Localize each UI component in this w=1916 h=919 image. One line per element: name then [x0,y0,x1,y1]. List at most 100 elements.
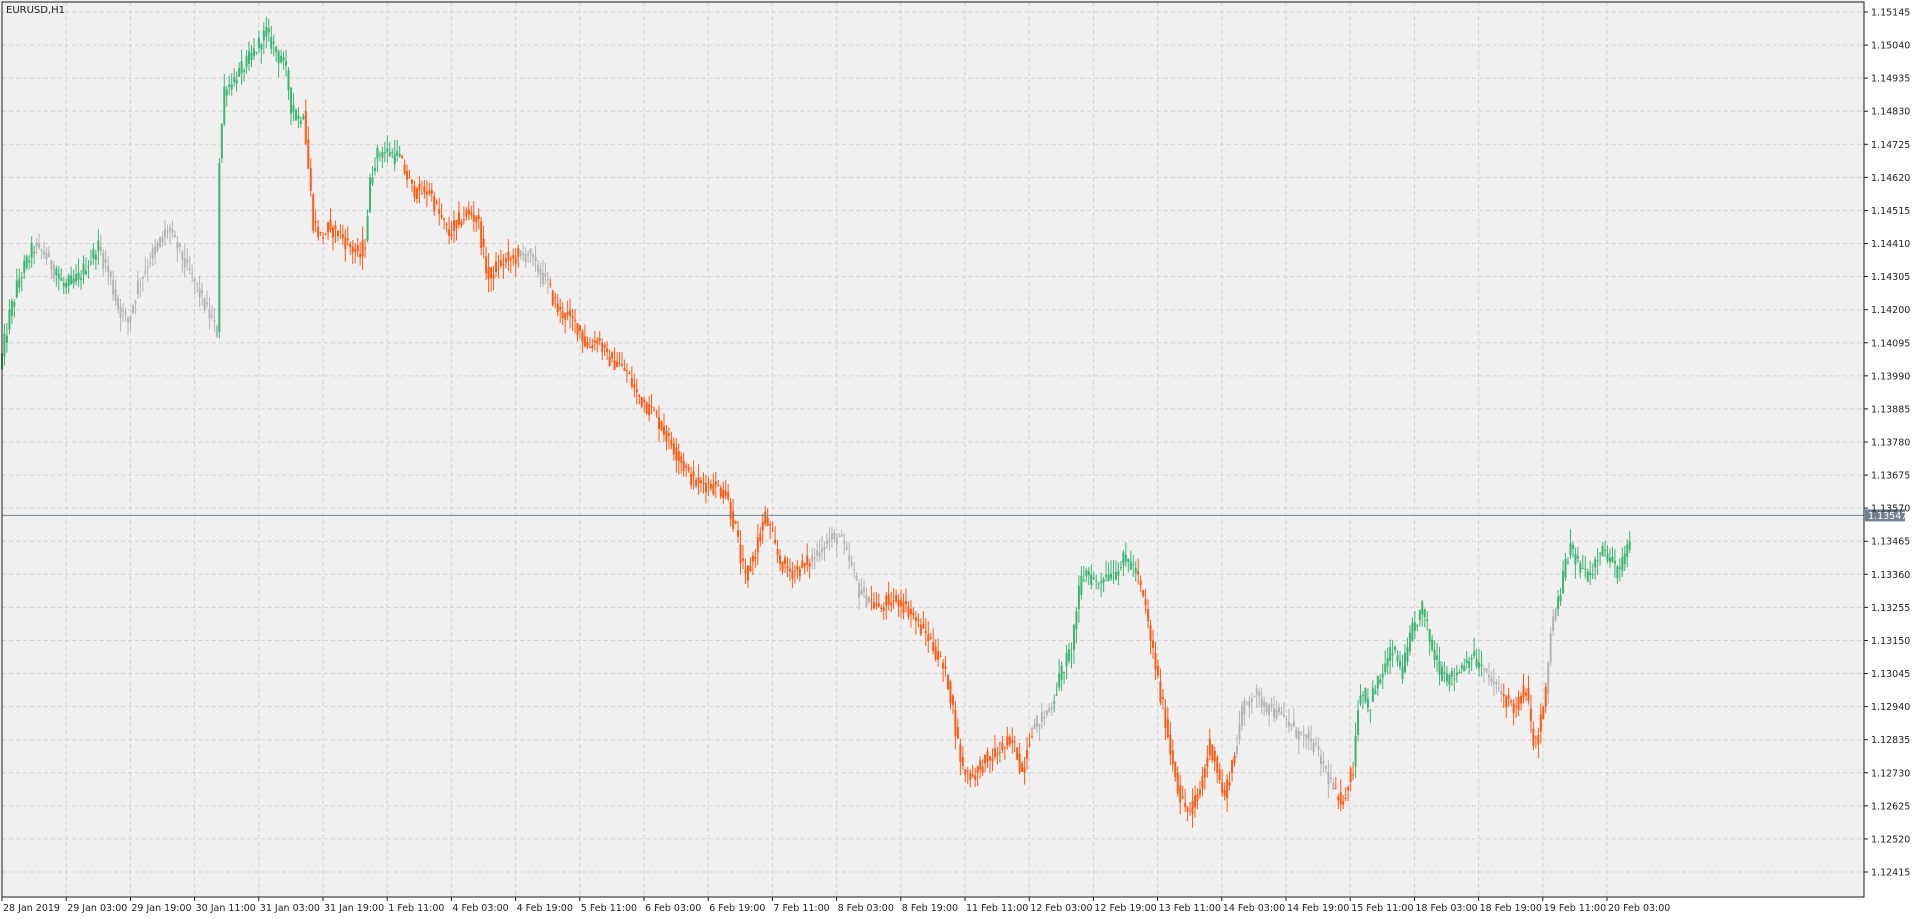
candle-body [1413,622,1416,632]
candle [981,759,984,777]
candle [1248,695,1251,718]
candle [1394,645,1397,654]
candle [927,621,930,653]
candle [1468,656,1471,675]
candle-body [1040,712,1043,722]
candle-body [1431,639,1434,651]
candle [1265,702,1268,716]
candle-body [1270,703,1273,707]
y-tick-label: 1.13990 [1871,371,1910,382]
candle-body [653,410,656,412]
candle-body [1129,561,1132,570]
x-tick-label: 5 Feb 11:00 [581,903,637,914]
candle [1426,611,1429,631]
candle [1517,690,1520,717]
candle [18,268,21,293]
candle-body [297,115,300,119]
x-tick-label: 7 Feb 11:00 [773,903,829,914]
candle [858,579,861,610]
candle [497,255,500,279]
candle [677,443,680,475]
candle [895,589,898,604]
candle-body [312,194,315,231]
candle [574,308,577,334]
candle [1529,695,1532,734]
candle [411,179,414,193]
candle [633,373,636,398]
candle [655,409,658,418]
candle-body [1416,625,1419,627]
candle-body [1601,545,1604,557]
candle-body [924,631,927,633]
candle [433,191,436,216]
candle-body [613,360,616,371]
candle-body [1478,662,1481,668]
candle-body [539,268,542,276]
candle-body [1389,647,1392,661]
candle-body [354,249,357,252]
candle [1589,560,1592,585]
candle-body [1223,790,1226,796]
candle-body [52,264,55,279]
y-tick-label: 1.13255 [1871,603,1910,614]
candle [648,396,651,422]
candle-body [561,311,564,319]
candle [514,248,517,277]
candle-body [1327,771,1330,785]
candle-body [850,561,853,565]
candle [1401,654,1404,684]
candle-body [1114,571,1117,580]
candle-body [576,323,579,335]
candle-body [1408,632,1411,652]
candle-body [351,246,354,253]
candle-body [625,370,628,372]
candle-body [487,267,490,279]
candle [1181,785,1184,800]
candle [23,254,26,280]
candle [598,331,601,346]
candle [1571,541,1574,558]
plot-area[interactable] [0,0,1864,897]
candle-body [381,152,384,158]
candle [855,572,858,582]
candle-body [1058,673,1061,688]
candle-body [371,177,374,184]
candle-body [70,275,73,285]
x-tick-label: 11 Feb 11:00 [966,903,1028,914]
candle [425,180,428,208]
candle [1403,644,1406,675]
candle-body [858,582,861,598]
candle-body [596,340,599,345]
candle-body [806,555,809,565]
candle [643,396,646,413]
candle-body [1097,583,1100,585]
candle [270,25,273,54]
candle [1045,709,1048,718]
candle-body [428,190,431,194]
candle [94,249,97,270]
candle [1198,780,1201,799]
candle-body [1547,661,1550,695]
candle-body [1273,708,1276,717]
candle-body [697,477,700,483]
candle-body [10,300,13,316]
candle [131,304,134,315]
candle-body [714,481,717,486]
candle-body [156,243,159,251]
candle [1579,560,1582,579]
candle-body [376,147,379,159]
candle-body [480,221,483,249]
candle [771,521,774,532]
candle-body [1381,673,1384,678]
candle-body [453,220,456,231]
candle [1349,766,1352,792]
candle [1137,558,1140,585]
candle-body [275,46,278,53]
candle-body [529,248,532,253]
y-tick-label: 1.14515 [1871,206,1910,217]
candle-body [420,193,423,195]
candle [509,255,512,274]
candle-body [42,251,45,255]
